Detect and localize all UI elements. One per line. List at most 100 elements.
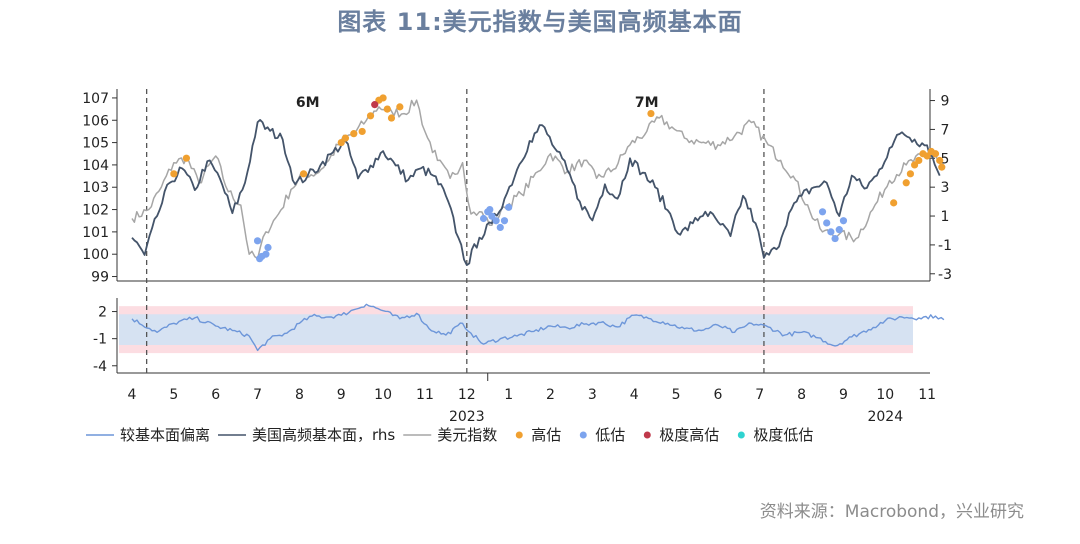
point-high — [350, 130, 358, 138]
legend-label-extreme_high: 极度高估 — [659, 426, 719, 444]
x-month-label: 8 — [797, 387, 806, 403]
x-month-label: 9 — [839, 387, 848, 403]
x-month-label: 9 — [337, 387, 346, 403]
chart-text: 6M 7M — [296, 95, 659, 111]
chart-axes: 99100101102103104105106107-3-1135792-1-4… — [82, 89, 952, 425]
point-high — [170, 170, 178, 178]
legend-label-extreme_low: 极度低估 — [753, 426, 813, 444]
legend-label-fundamental: 美国高频基本面，rhs — [252, 426, 395, 444]
point-high — [936, 156, 944, 165]
y-right-tick-label: 9 — [941, 94, 950, 110]
x-month-label: 11 — [416, 387, 434, 403]
point-low — [818, 208, 827, 216]
legend-swatch-high — [515, 431, 523, 439]
point-high — [387, 114, 396, 122]
point-low — [492, 217, 500, 225]
legend-swatch-low — [579, 431, 587, 439]
point-low — [262, 250, 270, 258]
x-month-label: 10 — [876, 387, 894, 403]
point-high — [341, 134, 350, 142]
point-low — [835, 226, 843, 234]
series-line-deviation — [131, 303, 945, 352]
point-low — [496, 223, 504, 232]
y-bottom-tick-label: 2 — [98, 305, 107, 321]
y-left-tick-label: 105 — [82, 136, 109, 152]
x-month-label: 11 — [918, 387, 936, 403]
point-high — [931, 150, 940, 158]
x-month-label: 6 — [713, 387, 722, 403]
y-bottom-tick-label: -4 — [93, 359, 107, 375]
series-line-dxy — [131, 99, 945, 260]
y-left-tick-label: 99 — [91, 270, 109, 286]
x-month-label: 4 — [128, 387, 137, 403]
x-month-label: 6 — [211, 387, 220, 403]
valuation-points — [170, 94, 946, 263]
point-high — [915, 156, 923, 165]
legend-swatch-extreme_high — [643, 431, 651, 439]
y-left-tick-label: 107 — [82, 91, 109, 107]
x-month-label: 4 — [630, 387, 639, 403]
point-low — [486, 205, 494, 214]
y-left-tick-label: 103 — [82, 180, 109, 196]
y-right-tick-label: 7 — [941, 122, 950, 138]
source-note: 资料来源：Macrobond，兴业研究 — [759, 502, 1024, 522]
point-low — [253, 237, 262, 245]
y-left-tick-label: 100 — [82, 247, 109, 263]
point-low — [831, 234, 839, 243]
legend-label-deviation: 较基本面偏离 — [120, 426, 210, 444]
y-right-tick-label: 3 — [941, 180, 950, 196]
point-low — [479, 214, 488, 223]
period-annotation: 6M — [296, 95, 320, 111]
band-inner — [119, 314, 913, 345]
series-line-fundamental — [131, 119, 941, 266]
point-high — [379, 94, 387, 102]
legend-label-dxy: 美元指数 — [437, 426, 497, 444]
y-right-tick-label: 5 — [941, 151, 950, 167]
point-high — [299, 170, 308, 178]
y-left-tick-label: 106 — [82, 113, 109, 129]
x-month-label: 1 — [504, 387, 513, 403]
series-lines — [131, 99, 945, 352]
x-month-label: 7 — [253, 387, 262, 403]
y-right-tick-label: -3 — [938, 267, 952, 283]
y-right-tick-label: -1 — [938, 238, 952, 254]
x-month-label: 5 — [672, 387, 681, 403]
y-bottom-tick-label: -1 — [93, 332, 107, 348]
x-month-label: 8 — [295, 387, 304, 403]
point-high — [182, 154, 191, 162]
point-high — [938, 163, 946, 171]
point-low — [827, 228, 835, 236]
y-left-tick-label: 102 — [82, 203, 109, 219]
x-month-label: 3 — [588, 387, 597, 403]
point-low — [839, 217, 848, 225]
point-low — [500, 217, 509, 225]
x-year-label: 2023 — [449, 409, 485, 425]
x-month-label: 2 — [546, 387, 555, 403]
point-low — [264, 243, 272, 252]
point-high — [906, 170, 915, 178]
x-month-label: 10 — [374, 387, 392, 403]
legend-swatch-extreme_low — [737, 431, 745, 439]
point-low — [505, 203, 513, 211]
bottom-panel-bands — [119, 306, 913, 354]
point-high — [902, 179, 910, 187]
point-high — [890, 199, 898, 207]
x-month-label: 5 — [169, 387, 178, 403]
x-year-label: 2024 — [867, 409, 903, 425]
y-left-tick-label: 101 — [82, 225, 109, 241]
legend-label-low: 低估 — [595, 426, 625, 444]
point-extreme_high — [371, 101, 379, 109]
point-high — [358, 127, 366, 136]
x-month-label: 12 — [458, 387, 476, 403]
legend-label-high: 高估 — [531, 426, 561, 444]
point-high — [383, 105, 391, 113]
point-low — [823, 219, 831, 227]
point-high — [396, 103, 404, 111]
point-high — [647, 109, 655, 118]
period-annotation: 7M — [635, 95, 659, 111]
chart-title: 图表 11:美元指数与美国高频基本面 — [337, 8, 743, 36]
legend: 较基本面偏离 美国高频基本面，rhs 美元指数 高估 低估 极度高估 极度低估 — [86, 426, 813, 444]
y-left-tick-label: 104 — [82, 158, 109, 174]
point-high — [366, 112, 375, 120]
